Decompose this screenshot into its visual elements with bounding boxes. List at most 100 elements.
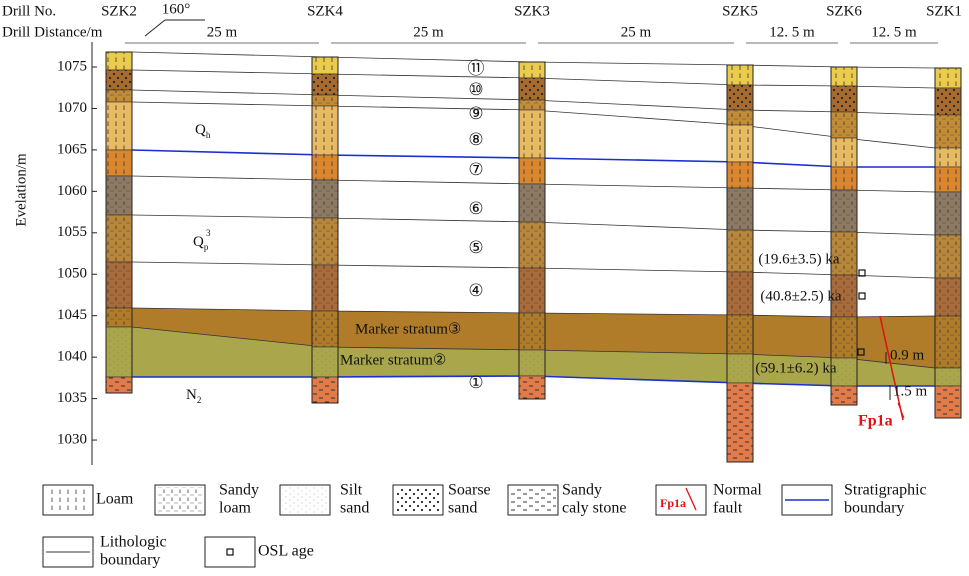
- column-pattern: [519, 350, 545, 376]
- column-pattern: [935, 278, 961, 316]
- column-pattern: [935, 115, 961, 148]
- header-label: Drill Distance/m: [2, 24, 103, 40]
- legend-box: [204, 536, 256, 568]
- legend-icon-text: Fp1a: [660, 496, 686, 510]
- drill-name: SZK1: [926, 3, 962, 19]
- drill-column: [518, 61, 546, 400]
- legend-pattern: [395, 487, 441, 513]
- column-pattern: [519, 158, 545, 184]
- legend-label: Loam: [96, 491, 134, 508]
- column-pattern: [312, 74, 338, 95]
- stratum-base: Q: [193, 234, 204, 250]
- column-pattern: [106, 102, 132, 150]
- stratum-base: Q: [195, 122, 206, 138]
- axis-tick-label: 1030: [57, 431, 87, 447]
- column-pattern: [831, 138, 857, 167]
- column-pattern: [519, 62, 545, 78]
- layer-number: ⑪: [468, 59, 485, 78]
- drill-column: [830, 66, 858, 406]
- legend-label: Silt: [340, 482, 363, 499]
- column-pattern: [831, 358, 857, 386]
- column-pattern: [831, 112, 857, 138]
- layer-number: ⑤: [468, 238, 483, 257]
- column-pattern: [312, 377, 338, 403]
- column-pattern: [519, 313, 545, 350]
- header-label: Drill No.: [2, 3, 56, 19]
- lithologic-boundary: [131, 69, 936, 89]
- osl-age: (40.8±2.5) ka: [760, 288, 841, 304]
- column-pattern: [831, 317, 857, 358]
- column-pattern: [106, 150, 132, 176]
- column-pattern: [935, 368, 961, 386]
- fault-label: Fp1a: [858, 413, 893, 430]
- column-pattern: [935, 192, 961, 235]
- column-pattern: [106, 377, 132, 393]
- column-pattern: [727, 188, 753, 230]
- column-pattern: [312, 347, 338, 377]
- column-pattern: [935, 68, 961, 88]
- column-pattern: [106, 52, 132, 70]
- column-pattern: [831, 275, 857, 317]
- drill-name: SZK2: [101, 3, 137, 19]
- column-pattern: [831, 167, 857, 190]
- column-pattern: [519, 110, 545, 158]
- legend-pattern: [510, 487, 556, 513]
- axis-tick-label: 1060: [57, 183, 87, 199]
- column-pattern: [727, 315, 753, 354]
- column-pattern: [106, 176, 132, 215]
- stratum-symbol: Qh: [195, 122, 211, 140]
- column-pattern: [727, 110, 753, 125]
- column-pattern: [519, 184, 545, 222]
- stratum-sub: h: [206, 130, 211, 140]
- column-pattern: [727, 65, 753, 85]
- marker-label: Marker stratum②: [340, 352, 446, 368]
- legend-label: loam: [219, 500, 252, 517]
- column-pattern: [519, 100, 545, 110]
- legend-label: Normal: [713, 482, 762, 499]
- labels: SZK2 SZK4 SZK3 SZK5 SZK6 SZK1 Drill No. Drill D…: [2, 1, 962, 568]
- column-pattern: [727, 272, 753, 315]
- column-pattern: [935, 148, 961, 167]
- column-pattern: [935, 235, 961, 278]
- column-pattern: [106, 90, 132, 102]
- stratigraphic-boundary: [132, 375, 935, 387]
- lithologic-boundary: [131, 89, 936, 116]
- column-pattern: [106, 262, 132, 308]
- column-pattern: [935, 316, 961, 368]
- column-pattern: [106, 308, 132, 327]
- marker-label: Marker stratum③: [355, 321, 461, 337]
- column-pattern: [312, 218, 338, 265]
- lithologic-boundary: [131, 326, 936, 369]
- legend-label: OSL age: [258, 543, 314, 560]
- layer-number: ①: [468, 373, 483, 392]
- lithologic-boundary: [131, 175, 936, 193]
- legend-fault: [685, 487, 697, 511]
- drill-column: [311, 56, 339, 404]
- axis-tick-label: 1075: [57, 58, 87, 74]
- osl-symbol: [858, 269, 866, 277]
- legend-label: Soarse: [448, 482, 491, 499]
- legend-pattern: [45, 487, 91, 513]
- column-pattern: [519, 268, 545, 313]
- legend-box: [655, 484, 707, 516]
- column-pattern: [831, 386, 857, 405]
- distance: 12. 5 m: [769, 24, 815, 40]
- drill-name: SZK4: [307, 3, 343, 19]
- axis-tick-label: 1050: [57, 266, 87, 282]
- offset: 0.9 m: [890, 347, 925, 363]
- column-pattern: [935, 88, 961, 115]
- column-pattern: [727, 383, 753, 462]
- layer-number: ⑦: [468, 160, 483, 179]
- legend-label: boundary: [844, 500, 904, 517]
- axis-tick-label: 1070: [57, 100, 87, 116]
- azimuth-line: [144, 19, 166, 37]
- distance: 25 m: [621, 24, 652, 40]
- stratigraphic-boundary: [131, 149, 935, 168]
- layer-number: ⑧: [468, 130, 483, 149]
- legend-label: Stratigraphic: [844, 482, 927, 499]
- column-pattern: [519, 222, 545, 268]
- layer-number: ⑩: [468, 80, 483, 99]
- legend-pattern: [157, 487, 203, 513]
- legend-pattern: [282, 487, 328, 513]
- column-pattern: [727, 125, 753, 162]
